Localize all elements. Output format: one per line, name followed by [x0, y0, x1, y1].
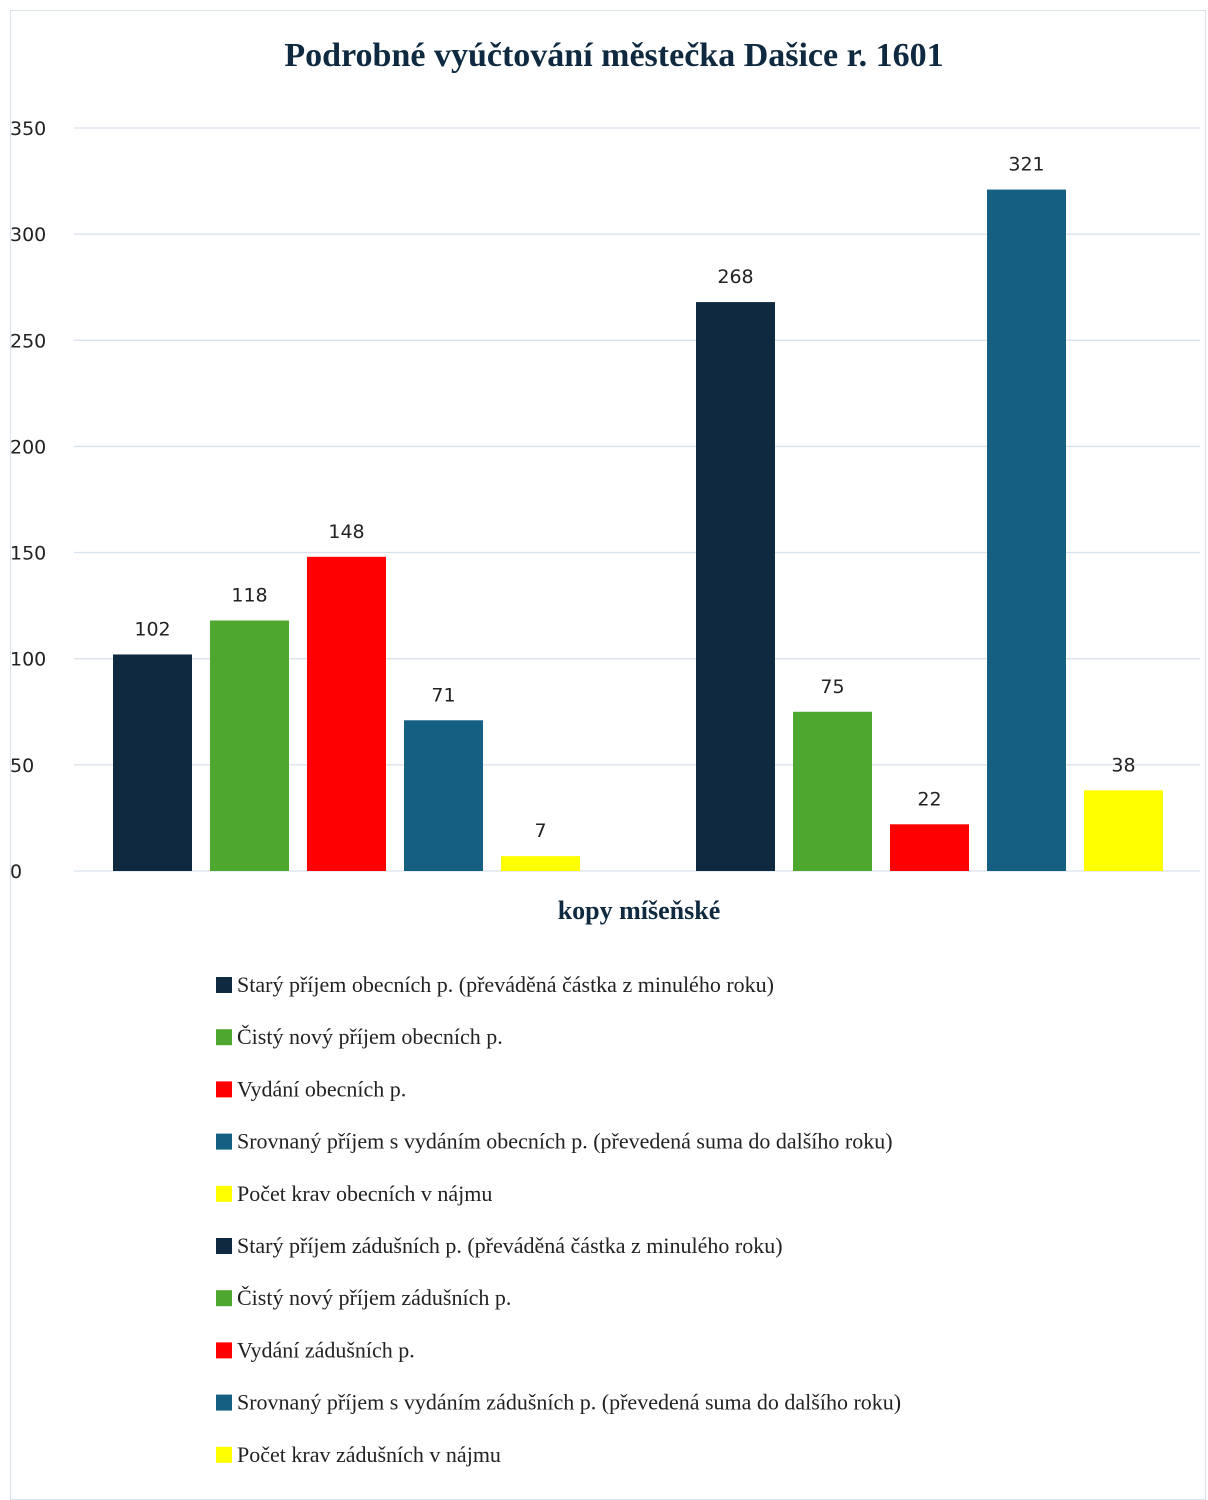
legend-swatch — [216, 1185, 232, 1202]
legend-item: Starý příjem obecních p. (převáděná část… — [216, 972, 774, 997]
legend-item: Počet krav obecních v nájmu — [216, 1181, 492, 1206]
data-label: 75 — [820, 676, 844, 698]
x-axis-label: kopy míšeňské — [558, 896, 721, 925]
legend-item: Čistý nový příjem zádušních p. — [216, 1285, 511, 1310]
bar — [307, 556, 386, 871]
legend-swatch — [216, 1238, 232, 1254]
legend-swatch — [216, 1446, 232, 1463]
legend-swatch — [216, 977, 232, 993]
data-label: 321 — [1008, 154, 1044, 176]
legend-item: Počet krav zádušních v nájmu — [216, 1442, 501, 1467]
y-tick-label: 350 — [10, 118, 46, 140]
legend-label: Srovnaný příjem s vydáním obecních p. (p… — [237, 1129, 893, 1154]
legend-swatch — [216, 1029, 232, 1046]
legend-label: Srovnaný příjem s vydáním zádušních p. (… — [237, 1390, 901, 1415]
legend: Starý příjem obecních p. (převáděná část… — [216, 972, 901, 1467]
legend-item: Starý příjem zádušních p. (převáděná čás… — [216, 1233, 783, 1258]
y-tick-label: 50 — [10, 755, 34, 777]
legend-label: Vydání zádušních p. — [237, 1337, 415, 1362]
bar — [113, 654, 192, 871]
legend-swatch — [216, 1342, 232, 1359]
bar — [696, 302, 775, 871]
y-axis-ticks: 0 50 100 150 200 250 300 350 — [10, 118, 46, 883]
data-label: 102 — [134, 618, 170, 640]
legend-swatch — [216, 1081, 232, 1098]
y-tick-label: 250 — [10, 330, 46, 352]
legend-label: Počet krav obecních v nájmu — [237, 1181, 492, 1206]
legend-item: Vydání obecních p. — [216, 1076, 406, 1101]
legend-label: Čistý nový příjem zádušních p. — [237, 1285, 511, 1310]
legend-swatch — [216, 1133, 232, 1150]
y-tick-label: 100 — [10, 649, 46, 671]
legend-item: Srovnaný příjem s vydáním zádušních p. (… — [216, 1390, 901, 1415]
bar — [890, 824, 969, 871]
bar — [210, 620, 289, 871]
data-label: 148 — [328, 521, 364, 543]
legend-item: Vydání zádušních p. — [216, 1337, 415, 1362]
y-tick-label: 300 — [10, 224, 46, 246]
legend-label: Starý příjem zádušních p. (převáděná čás… — [237, 1233, 783, 1258]
legend-swatch — [216, 1394, 232, 1411]
bar — [793, 711, 872, 871]
data-label: 22 — [917, 788, 941, 810]
legend-swatch — [216, 1290, 232, 1307]
bars — [113, 189, 1163, 871]
y-tick-label: 150 — [10, 543, 46, 565]
legend-item: Čistý nový příjem obecních p. — [216, 1024, 503, 1049]
chart-title: Podrobné vyúčtování městečka Dašice r. 1… — [284, 37, 943, 74]
bar — [987, 189, 1066, 871]
legend-label: Vydání obecních p. — [237, 1076, 406, 1101]
bar — [1084, 790, 1163, 871]
legend-item: Srovnaný příjem s vydáním obecních p. (p… — [216, 1129, 893, 1154]
bar — [501, 856, 580, 871]
data-label: 71 — [431, 684, 455, 706]
legend-label: Čistý nový příjem obecních p. — [237, 1024, 503, 1049]
y-tick-label: 200 — [10, 436, 46, 458]
data-label: 118 — [231, 585, 267, 607]
data-label: 38 — [1111, 754, 1135, 776]
data-label: 7 — [534, 820, 546, 842]
bar — [404, 720, 483, 871]
legend-label: Počet krav zádušních v nájmu — [237, 1442, 501, 1467]
y-tick-label: 0 — [10, 861, 22, 883]
data-label: 268 — [717, 266, 753, 288]
legend-label: Starý příjem obecních p. (převáděná část… — [237, 972, 774, 997]
data-labels: 102 118 148 71 7 268 75 22 321 38 — [134, 154, 1135, 843]
